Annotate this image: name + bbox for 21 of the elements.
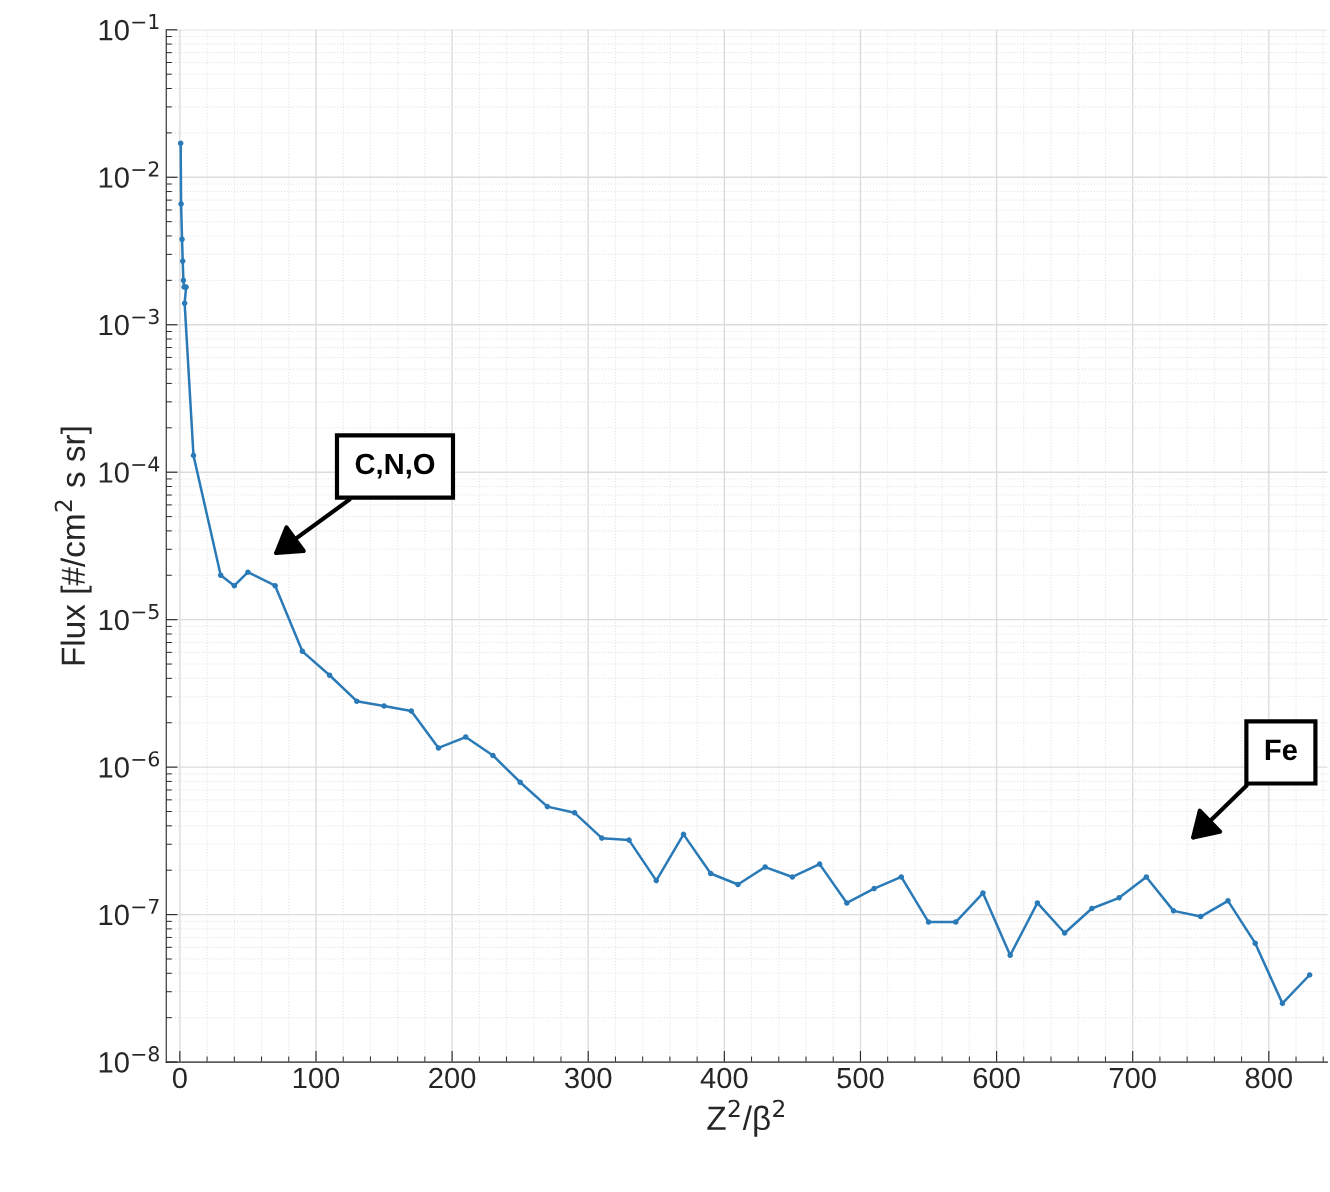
x-tick-label: 800 (1245, 1067, 1292, 1089)
x-tick-label: 600 (973, 1067, 1020, 1089)
y-tick-label: 10$^{−4}$ (99, 456, 160, 483)
x-tick-label: 200 (429, 1067, 476, 1089)
x-tick-label: 300 (565, 1067, 612, 1089)
y-tick-label: 10$^{−1}$ (99, 14, 159, 41)
y-tick-label: 10$^{−8}$ (99, 1046, 159, 1073)
annotation: C,N,O (355, 453, 435, 479)
x-tick-label: 500 (837, 1067, 884, 1089)
x-tick-label: 700 (1109, 1067, 1156, 1089)
y-tick-label: 10$^{−7}$ (99, 898, 159, 926)
y-tick-label: 10$^{−6}$ (99, 751, 160, 778)
y-tick-label: 10$^{−2}$ (99, 161, 159, 188)
y-tick-label: 10$^{−5}$ (99, 603, 159, 631)
annotation: Fe (1265, 739, 1297, 761)
x-tick-label: 0 (172, 1067, 187, 1089)
x-axis-title: Z$^{2}$/β$^{2}$ (707, 1099, 784, 1137)
y-axis-title: Flux [#/cm$^{2}$ s sr] (54, 427, 92, 665)
x-tick-label: 100 (293, 1067, 340, 1089)
y-tick-label: 10$^{−3}$ (99, 308, 159, 336)
x-tick-label: 400 (700, 1067, 748, 1089)
